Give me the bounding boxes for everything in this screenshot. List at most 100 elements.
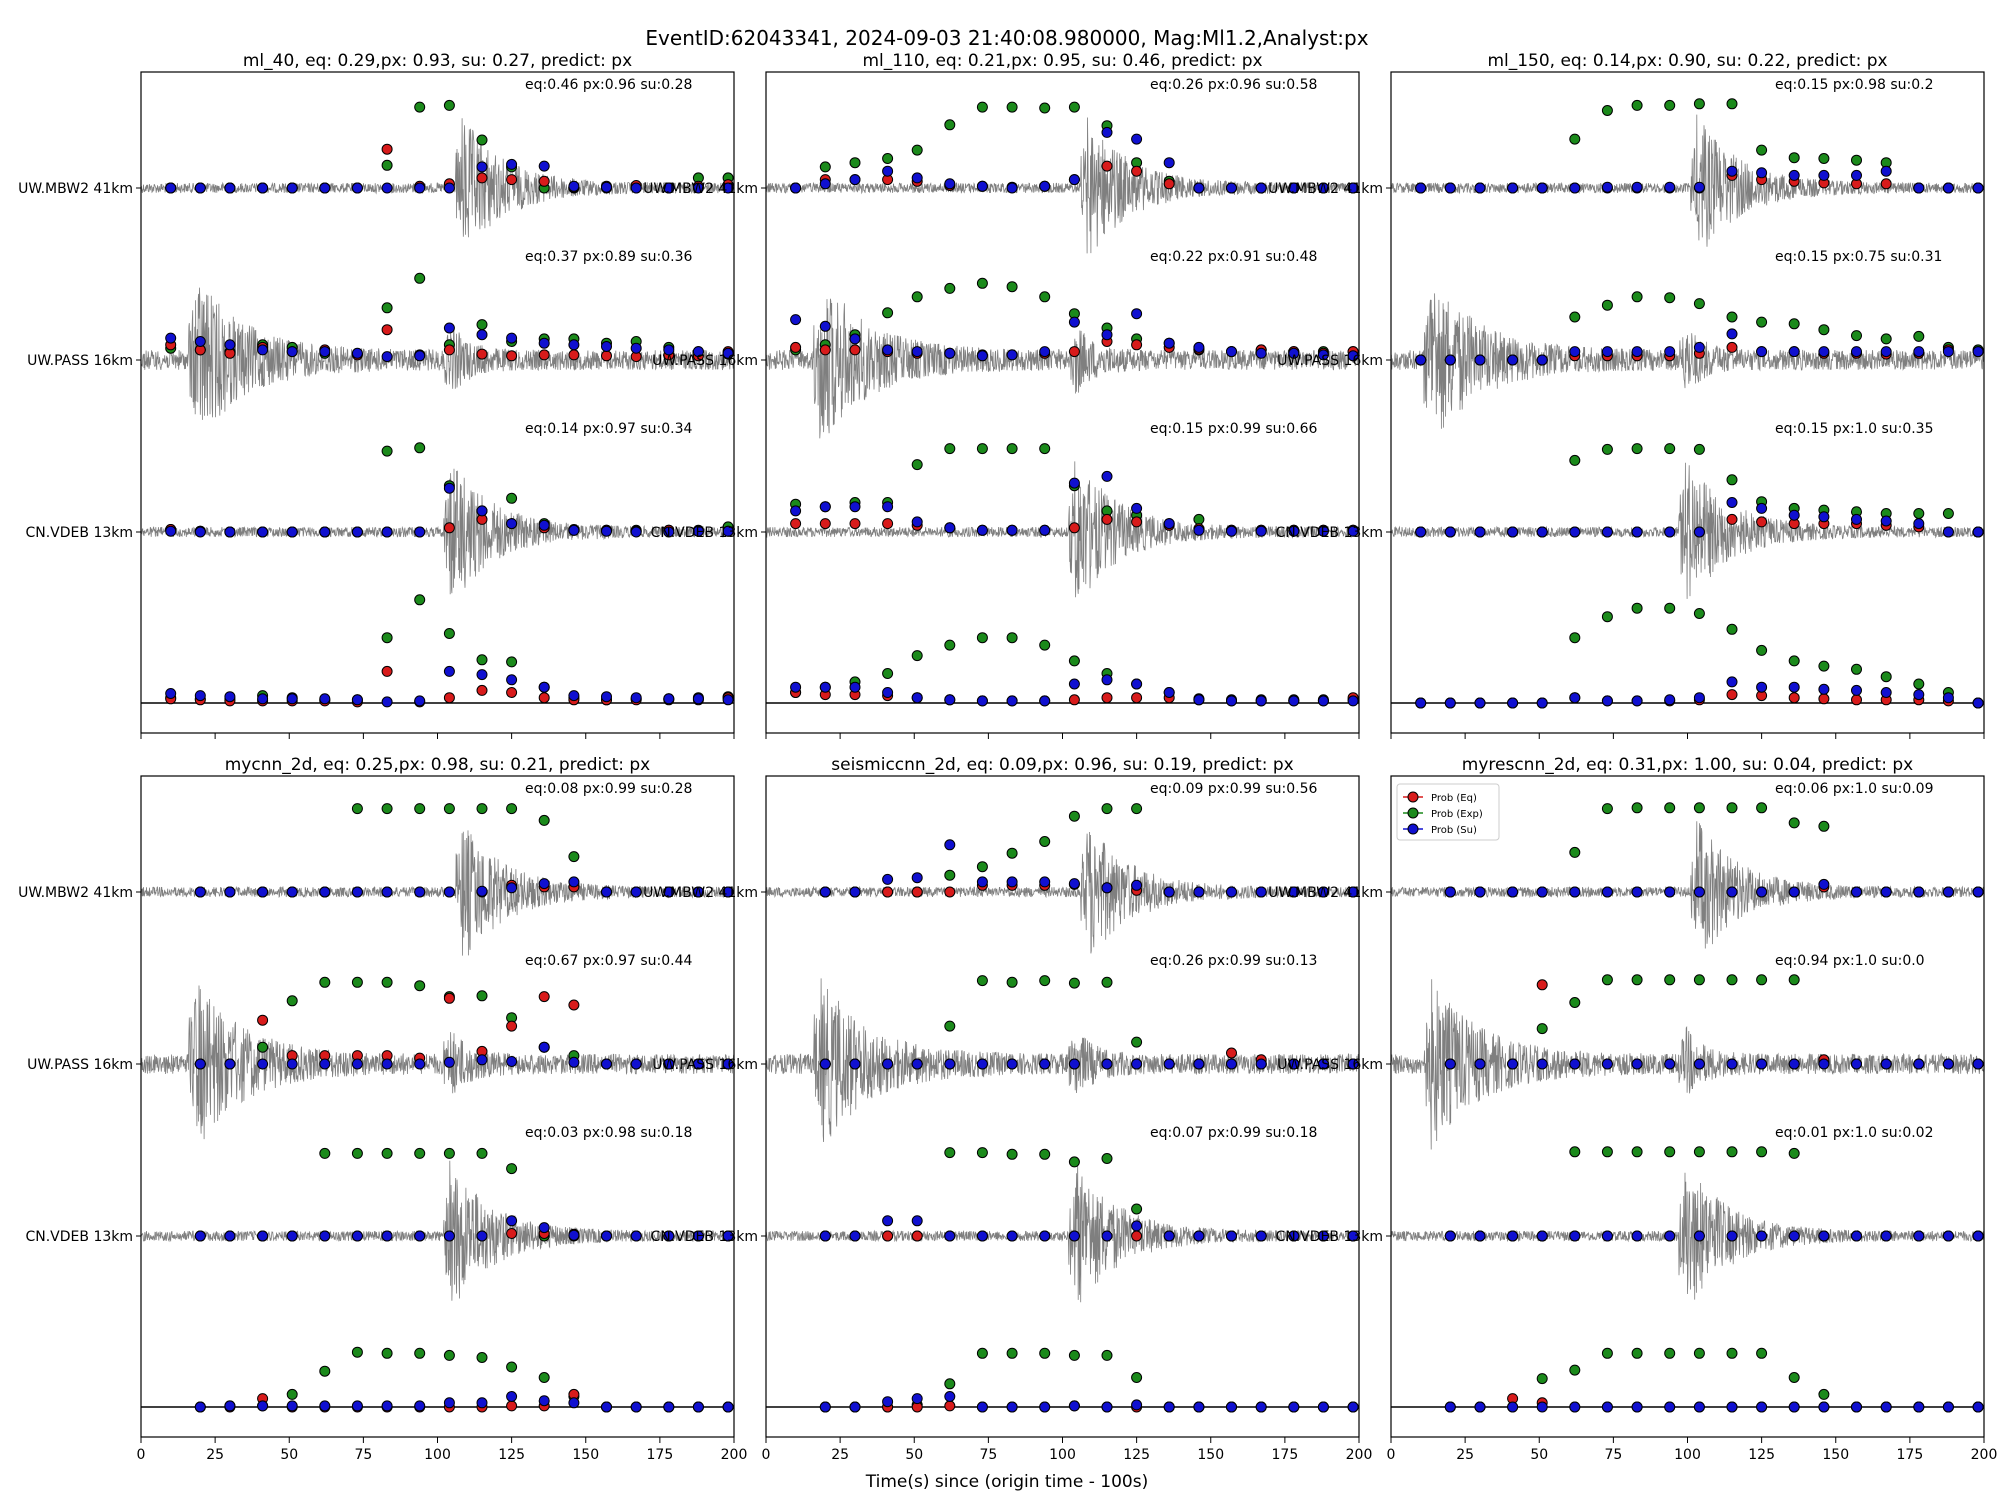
marker-exp — [1068, 810, 1080, 822]
marker-eq — [1851, 694, 1862, 706]
marker-exp — [911, 650, 923, 662]
marker-exp — [1631, 602, 1643, 614]
marker-exp — [286, 995, 298, 1007]
marker-su — [1163, 886, 1175, 898]
marker-eq — [1818, 693, 1830, 705]
figure-xlabel: Time(s) since (origin time - 100s) — [865, 1472, 1148, 1492]
marker-su — [692, 1401, 704, 1413]
marker-su — [1818, 511, 1830, 523]
x-tick-label: 75 — [354, 1447, 372, 1463]
marker-exp — [286, 1388, 298, 1400]
marker-exp — [1851, 663, 1862, 675]
marker-su — [194, 336, 206, 347]
marker-su — [601, 1058, 612, 1070]
legend-label: Prob (Exp) — [1431, 809, 1483, 820]
marker-su — [944, 178, 956, 190]
marker-su — [1818, 1401, 1830, 1413]
marker-su — [414, 1230, 426, 1242]
marker-exp — [381, 803, 393, 815]
marker-exp — [1631, 974, 1643, 986]
marker-su — [1444, 1401, 1456, 1413]
marker-su — [1693, 181, 1705, 193]
marker-su — [911, 1393, 923, 1405]
marker-su — [976, 1058, 988, 1070]
marker-exp — [1569, 311, 1581, 323]
marker-eq — [506, 1020, 518, 1032]
station-annotation: eq:0.22 px:0.91 su:0.48 — [1150, 249, 1317, 265]
marker-su — [1726, 1401, 1738, 1413]
marker-su — [538, 160, 550, 172]
marker-su — [1507, 182, 1519, 194]
marker-exp — [506, 492, 518, 504]
marker-su — [319, 1058, 331, 1070]
marker-su — [1068, 1230, 1080, 1242]
station-label: CN.VDEB 13km — [650, 1229, 758, 1245]
marker-su — [257, 1230, 269, 1242]
marker-su — [1444, 1230, 1456, 1242]
marker-su — [1415, 697, 1427, 709]
marker-su — [506, 882, 518, 894]
marker-su — [601, 341, 612, 352]
station-label: UW.MBW2 41km — [18, 885, 133, 901]
marker-su — [1474, 354, 1486, 366]
marker-su — [414, 1058, 426, 1070]
marker-su — [414, 350, 426, 362]
marker-eq — [790, 518, 802, 530]
marker-su — [1226, 182, 1237, 194]
marker-su — [1664, 181, 1676, 193]
marker-exp — [1006, 101, 1018, 113]
marker-su — [414, 695, 426, 707]
marker-su — [476, 669, 488, 681]
marker-eq — [882, 886, 894, 898]
marker-exp — [414, 803, 426, 815]
panel-title: ml_110, eq: 0.21,px: 0.95, su: 0.46, pre… — [862, 51, 1262, 71]
marker-exp — [414, 442, 426, 454]
marker-su — [1006, 1058, 1018, 1070]
marker-su — [1756, 502, 1768, 514]
marker-exp — [976, 975, 988, 987]
station-annotation: eq:0.15 px:1.0 su:0.35 — [1775, 421, 1934, 437]
marker-su — [1255, 695, 1267, 707]
marker-su — [414, 526, 426, 538]
marker-su — [443, 1230, 455, 1242]
marker-exp — [1818, 820, 1830, 832]
marker-exp — [1006, 976, 1018, 988]
marker-su — [1788, 509, 1800, 521]
marker-exp — [819, 161, 831, 173]
marker-su — [1756, 1401, 1768, 1413]
marker-su — [1569, 1230, 1581, 1242]
station-label: UW.MBW2 41km — [1268, 885, 1383, 901]
marker-su — [1255, 347, 1267, 359]
marker-su — [381, 696, 393, 708]
marker-exp — [944, 1147, 956, 1159]
marker-su — [1101, 882, 1113, 894]
marker-exp — [1664, 602, 1676, 614]
marker-su — [1664, 1058, 1676, 1070]
station-label: CN.VDEB 13km — [1275, 525, 1383, 541]
x-tick-label: 175 — [1897, 1447, 1924, 1463]
marker-exp — [1756, 316, 1768, 328]
marker-su — [1347, 886, 1359, 898]
marker-su — [224, 1230, 236, 1242]
station-label: UW.MBW2 41km — [643, 181, 758, 197]
panel-1: ml_40, eq: 0.29,px: 0.93, su: 0.27, pred… — [18, 51, 735, 739]
marker-eq — [911, 886, 923, 898]
marker-exp — [506, 1361, 518, 1373]
marker-su — [1039, 1230, 1051, 1242]
marker-exp — [506, 656, 518, 668]
marker-su — [1006, 876, 1018, 888]
station-annotation: eq:0.03 px:0.98 su:0.18 — [525, 1125, 692, 1141]
station-label: UW.PASS 16km — [1277, 353, 1383, 369]
marker-su — [1317, 695, 1329, 707]
marker-su — [1569, 1401, 1581, 1413]
marker-eq — [568, 999, 580, 1011]
marker-su — [1569, 886, 1581, 898]
marker-eq — [568, 349, 580, 361]
marker-su — [1942, 1230, 1954, 1242]
x-tick-label: 0 — [1387, 1447, 1396, 1463]
marker-exp — [414, 594, 426, 606]
marker-exp — [1101, 976, 1113, 988]
marker-eq — [790, 341, 802, 353]
marker-su — [1664, 1230, 1676, 1242]
marker-eq — [849, 344, 861, 356]
